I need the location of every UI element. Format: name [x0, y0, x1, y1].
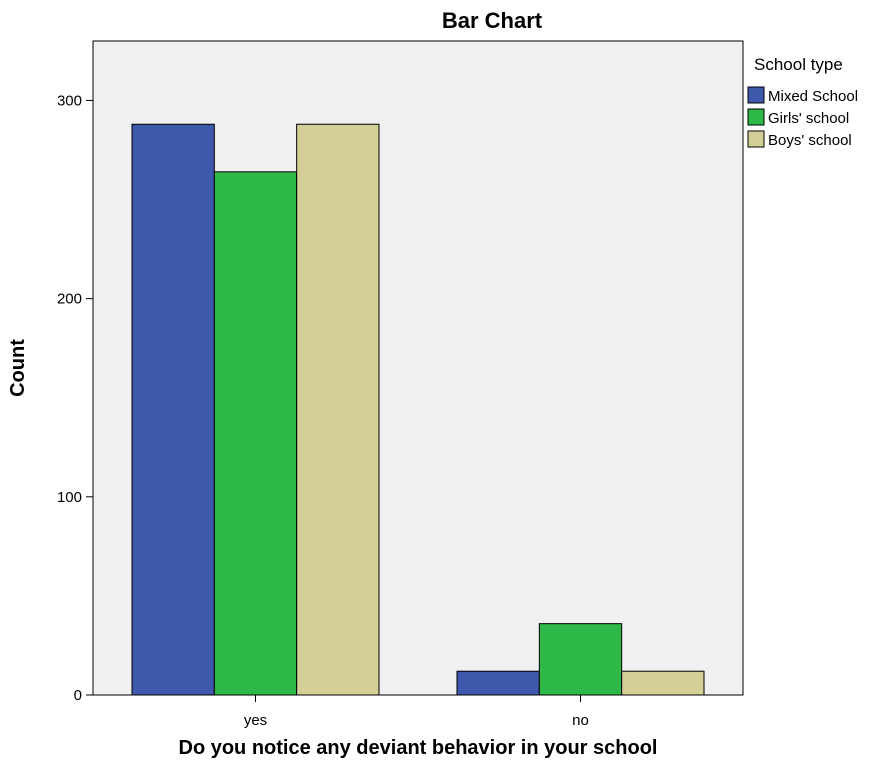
bar-no-1 [538, 623, 623, 696]
legend-swatch [747, 86, 765, 104]
legend-swatch [747, 130, 765, 148]
y-axis: 0 100 200 300 [57, 92, 93, 704]
y-tick-label: 300 [57, 92, 82, 109]
x-axis-title: Do you notice any deviant behavior in yo… [179, 737, 658, 759]
legend-swatch [747, 108, 765, 126]
bars-group [131, 123, 705, 696]
x-tick-label: yes [244, 712, 267, 729]
bar-yes-1 [213, 171, 298, 696]
legend-label: Mixed School [768, 88, 858, 105]
legend-label: Boys' school [768, 132, 852, 149]
legend-label: Girls' school [768, 110, 849, 127]
bar-no-0 [456, 670, 540, 696]
chart-title: Bar Chart [442, 8, 543, 33]
legend-title: School type [754, 55, 843, 74]
legend: School type Mixed School Girls' school Boy… [747, 55, 858, 149]
y-axis-title: Count [7, 339, 29, 397]
y-tick-label: 200 [57, 291, 82, 308]
x-tick-label: no [572, 712, 589, 729]
x-axis: yes no [244, 695, 589, 729]
y-tick-label: 100 [57, 489, 82, 506]
y-tick-label: 0 [74, 687, 82, 704]
bar-yes-0 [131, 123, 215, 696]
bar-no-2 [621, 670, 705, 696]
bar-yes-2 [296, 123, 380, 696]
